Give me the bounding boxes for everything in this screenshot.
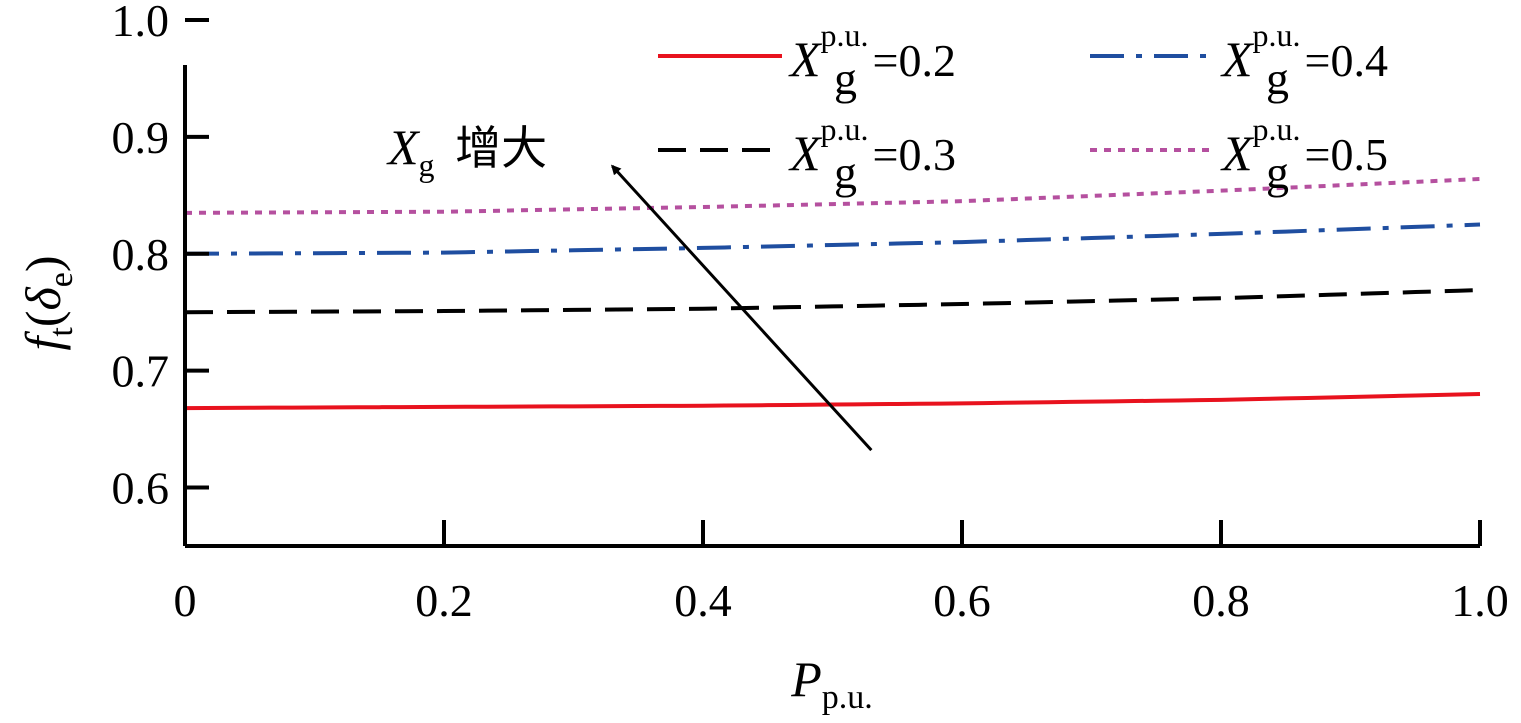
series-line-x03 xyxy=(184,288,1481,315)
legend-sub-x02: g xyxy=(834,53,857,104)
series-line-x04 xyxy=(184,222,1481,256)
y-tick-label: 0.8 xyxy=(112,229,170,280)
legend-sub-x03: g xyxy=(834,147,857,198)
x-axis-label: Pp.u. xyxy=(790,651,873,716)
y-tick-label: 1.0 xyxy=(112,0,170,46)
y-tick-label: 0.7 xyxy=(112,346,170,397)
legend-label-x03: Xp.u.=0.3 xyxy=(788,111,956,181)
y-axis-label: ft(δe) xyxy=(15,255,80,350)
legend-label-x04: Xp.u.=0.4 xyxy=(1220,17,1388,87)
legend-sub-x04: g xyxy=(1266,53,1289,104)
x-tick-label: 0 xyxy=(174,575,197,626)
x-tick-label: 0.8 xyxy=(1192,575,1250,626)
legend-label-x05: Xp.u.=0.5 xyxy=(1220,111,1388,181)
series-line-x05 xyxy=(184,176,1481,215)
y-tick-label: 0.6 xyxy=(112,463,170,514)
y-tick-label: 0.9 xyxy=(112,112,170,163)
x-tick-label: 0.6 xyxy=(933,575,991,626)
legend-sub-x05: g xyxy=(1266,147,1289,198)
legend-label-x02: Xp.u.=0.2 xyxy=(788,17,956,87)
x-tick-label: 0.2 xyxy=(415,575,473,626)
annotation-arrow xyxy=(611,164,873,452)
annotation-label: Xg 增大 xyxy=(386,119,547,183)
series-layer xyxy=(184,176,1481,411)
x-tick-label: 1.0 xyxy=(1451,575,1509,626)
x-tick-label: 0.4 xyxy=(674,575,732,626)
annotation: Xg 增大 xyxy=(386,119,873,452)
series-line-x02 xyxy=(184,392,1481,411)
axes-layer: 0 0.2 0.4 0.6 0.8 1.0 0.6 0.7 0.8 0.9 1.0 Pp.u. ft(δ… xyxy=(15,0,1509,716)
